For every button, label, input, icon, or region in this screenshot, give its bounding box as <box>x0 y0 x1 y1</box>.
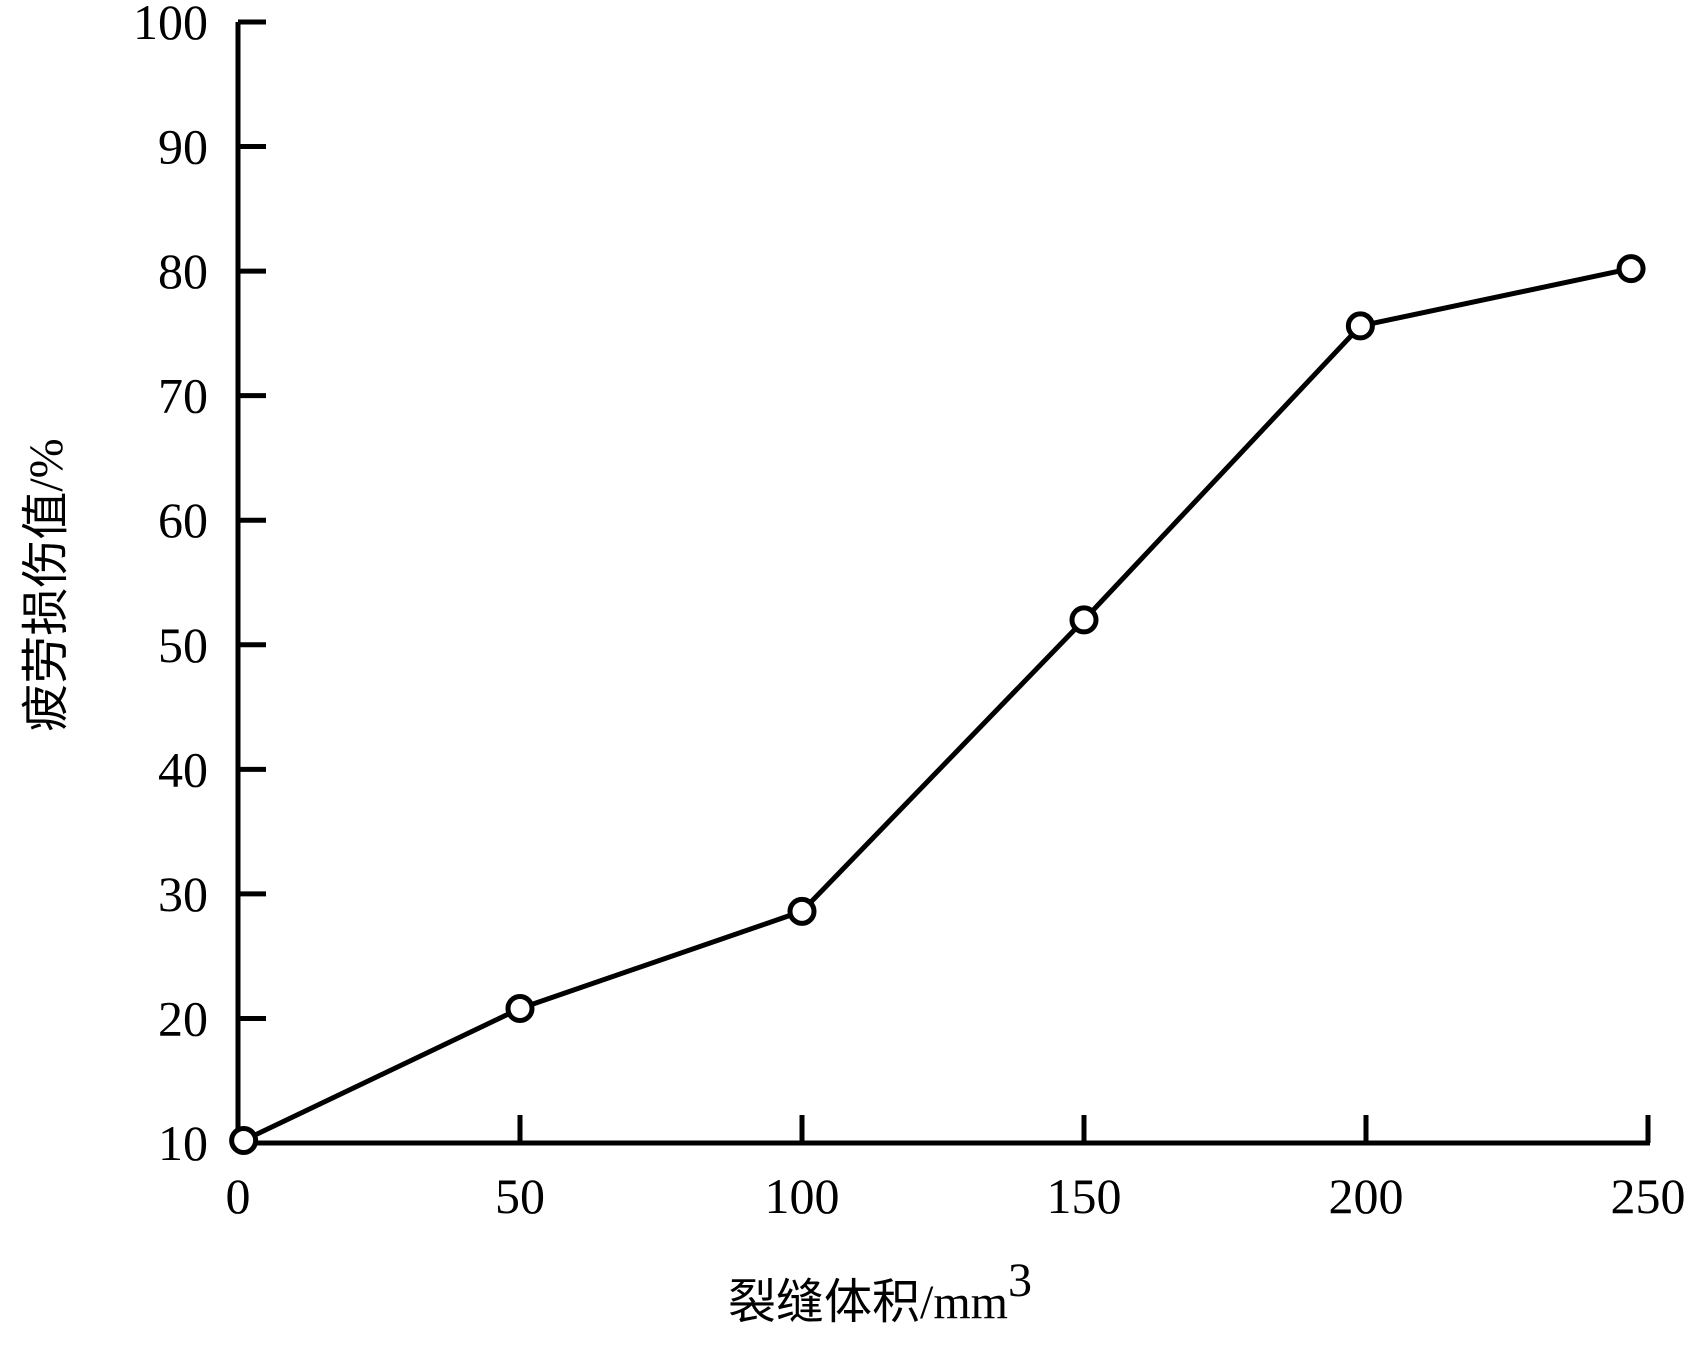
y-tick-label: 50 <box>158 617 208 673</box>
data-point <box>1616 254 1646 284</box>
x-tick-label: 250 <box>1611 1168 1686 1224</box>
data-point <box>787 896 817 926</box>
y-tick-label: 40 <box>158 741 208 797</box>
x-axis-unit-superscript: 3 <box>1008 1254 1032 1307</box>
x-tick-label: 150 <box>1047 1168 1122 1224</box>
data-point <box>229 1126 259 1156</box>
y-tick-label: 90 <box>158 119 208 175</box>
x-tick-label: 100 <box>765 1168 840 1224</box>
y-axis-unit: /% <box>20 438 73 491</box>
y-tick-label: 100 <box>133 0 208 50</box>
ticks: 10 20 30 40 50 60 70 80 90 100 0 50 100 150 200 250 <box>133 0 1686 1224</box>
series-line <box>242 266 1632 1143</box>
y-tick-label: 70 <box>158 368 208 424</box>
data-point <box>1069 605 1099 635</box>
x-tick-label: 50 <box>495 1168 545 1224</box>
y-tick-label: 80 <box>158 243 208 299</box>
y-axis-label: 疲劳损伤值 <box>18 492 74 732</box>
x-axis-unit: /mm <box>920 1276 1008 1329</box>
x-axis-label: 裂缝体积 <box>728 1274 920 1330</box>
x-tick-label: 200 <box>1329 1168 1404 1224</box>
y-axis-title: 疲劳损伤值/% <box>18 438 74 731</box>
x-tick-label: 0 <box>226 1168 251 1224</box>
series-layer <box>229 254 1646 1156</box>
y-tick-label: 30 <box>158 866 208 922</box>
y-tick-label: 10 <box>158 1115 208 1171</box>
y-tick-label: 20 <box>158 990 208 1046</box>
y-tick-label: 60 <box>158 492 208 548</box>
data-point <box>505 993 535 1023</box>
data-point <box>1345 311 1375 341</box>
x-axis-title: 裂缝体积/mm3 <box>728 1254 1032 1330</box>
axes <box>235 22 1650 1146</box>
